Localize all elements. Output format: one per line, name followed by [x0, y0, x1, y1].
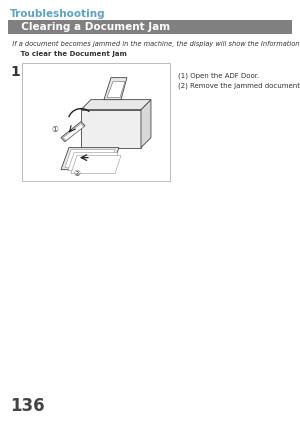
- Polygon shape: [61, 122, 85, 142]
- Polygon shape: [81, 110, 141, 147]
- Polygon shape: [141, 99, 151, 147]
- Polygon shape: [63, 124, 84, 141]
- Polygon shape: [104, 78, 127, 99]
- Text: Clearing a Document Jam: Clearing a Document Jam: [14, 22, 170, 32]
- Text: (1) Open the ADF Door.: (1) Open the ADF Door.: [178, 72, 259, 79]
- Text: ①: ①: [52, 125, 58, 134]
- Text: 136: 136: [10, 397, 45, 415]
- Polygon shape: [65, 150, 115, 167]
- FancyBboxPatch shape: [22, 63, 170, 181]
- Text: If a document becomes jammed in the machine, the display will show the Informati: If a document becomes jammed in the mach…: [8, 41, 300, 47]
- Text: 1: 1: [10, 65, 20, 79]
- Text: ②: ②: [74, 169, 80, 178]
- Polygon shape: [68, 153, 118, 171]
- Text: Troubleshooting: Troubleshooting: [10, 9, 106, 19]
- Text: (2) Remove the jammed document.: (2) Remove the jammed document.: [178, 82, 300, 88]
- Polygon shape: [71, 156, 121, 174]
- Polygon shape: [61, 147, 119, 170]
- FancyBboxPatch shape: [8, 20, 292, 34]
- Polygon shape: [81, 99, 151, 110]
- Polygon shape: [107, 82, 125, 98]
- Text: To clear the Document Jam: To clear the Document Jam: [8, 51, 127, 57]
